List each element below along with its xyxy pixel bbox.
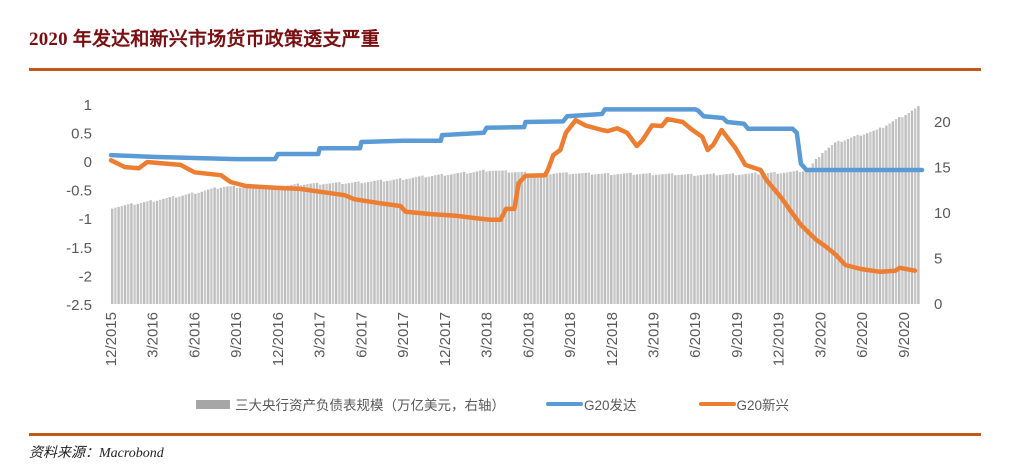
left-axis: 1 0.5 0 -0.5 -1 -1.5 -2 -2.5 — [66, 97, 92, 314]
svg-text:0: 0 — [84, 154, 92, 171]
svg-text:15: 15 — [934, 160, 951, 177]
svg-text:12/2019: 12/2019 — [771, 312, 788, 366]
svg-text:6/2020: 6/2020 — [854, 312, 871, 358]
svg-text:-0.5: -0.5 — [66, 183, 92, 200]
line-swatch-icon — [698, 402, 736, 406]
svg-text:20: 20 — [934, 114, 951, 131]
svg-text:-2.5: -2.5 — [66, 297, 92, 314]
legend-item-emerging: G20新兴 — [698, 394, 790, 414]
svg-text:10: 10 — [934, 205, 951, 222]
source-note: 资料来源：Macrobond — [29, 446, 164, 461]
svg-text:3/2016: 3/2016 — [145, 312, 162, 358]
legend-item-developed: G20发达 — [546, 394, 637, 414]
svg-text:3/2020: 3/2020 — [812, 312, 829, 358]
x-axis: 12/2015 3/2016 6/2016 9/2016 12/2016 3/2017 6/… — [103, 312, 913, 366]
svg-text:9/2018: 9/2018 — [562, 312, 579, 358]
legend-label: G20发达 — [584, 398, 637, 413]
legend: 三大央行资产负债表规模（万亿美元，右轴） G20发达 G20新兴 — [196, 393, 789, 415]
svg-text:3/2017: 3/2017 — [312, 312, 329, 358]
right-axis: 20 15 10 5 0 — [934, 114, 951, 313]
svg-text:-2: -2 — [79, 268, 92, 285]
legend-label: G20新兴 — [736, 398, 790, 413]
svg-text:9/2017: 9/2017 — [395, 312, 412, 358]
svg-text:9/2019: 9/2019 — [729, 312, 746, 358]
svg-text:9/2016: 9/2016 — [228, 312, 245, 358]
g20-developed-line — [108, 107, 925, 173]
svg-text:3/2018: 3/2018 — [479, 312, 496, 358]
svg-text:-1: -1 — [79, 211, 92, 228]
balance-sheet-bars — [111, 106, 920, 305]
footer-divider — [29, 433, 981, 436]
svg-text:6/2018: 6/2018 — [520, 312, 537, 358]
svg-text:6/2019: 6/2019 — [687, 312, 704, 358]
page-title: 2020 年发达和新兴市场货币政策透支严重 — [29, 29, 380, 50]
line-swatch-icon — [546, 402, 583, 406]
svg-text:1: 1 — [84, 97, 92, 114]
svg-text:3/2019: 3/2019 — [645, 312, 662, 358]
svg-text:-1.5: -1.5 — [66, 240, 92, 257]
svg-text:12/2015: 12/2015 — [103, 312, 120, 366]
svg-text:9/2020: 9/2020 — [896, 312, 913, 358]
svg-text:0.5: 0.5 — [71, 125, 92, 142]
svg-text:12/2016: 12/2016 — [270, 312, 287, 366]
legend-item-balance-sheet: 三大央行资产负债表规模（万亿美元，右轴） — [196, 394, 505, 414]
title-divider — [29, 68, 981, 71]
svg-text:0: 0 — [934, 296, 942, 313]
svg-text:12/2018: 12/2018 — [604, 312, 621, 366]
g20-emerging-line — [108, 116, 918, 275]
bar-swatch-icon — [196, 399, 230, 409]
svg-text:6/2017: 6/2017 — [353, 312, 370, 358]
svg-text:6/2016: 6/2016 — [186, 312, 203, 358]
svg-text:12/2017: 12/2017 — [437, 312, 454, 366]
svg-text:5: 5 — [934, 251, 942, 268]
legend-label: 三大央行资产负债表规模（万亿美元，右轴） — [235, 398, 505, 413]
